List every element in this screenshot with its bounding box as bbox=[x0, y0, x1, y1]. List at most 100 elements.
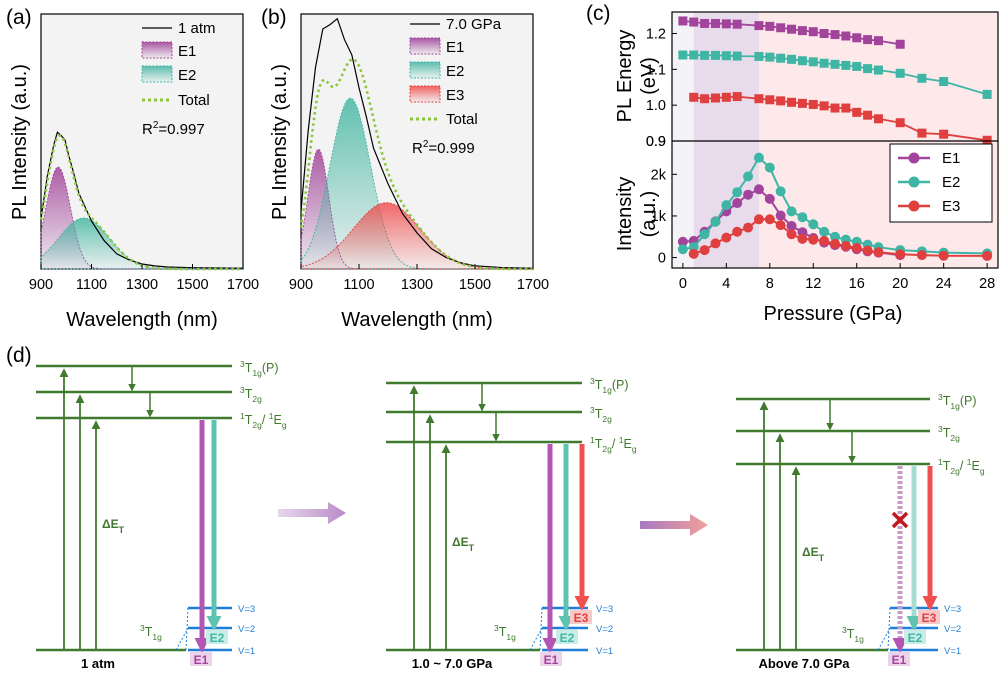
energy-point-e2 bbox=[873, 65, 883, 75]
vib-label-v2: V=2 bbox=[944, 624, 961, 635]
label-ground-3t1g: 3T1g bbox=[140, 623, 162, 642]
legend-b-e1-swatch bbox=[409, 37, 441, 55]
energy-point-e1 bbox=[895, 39, 905, 49]
label-ground-3t1g: 3T1g bbox=[494, 623, 516, 642]
label-delta-et: ΔET bbox=[102, 517, 125, 535]
legend-c-item-e2: E2 bbox=[942, 174, 960, 191]
intensity-point-e3 bbox=[786, 229, 797, 240]
energy-point-e2 bbox=[776, 53, 786, 63]
intensity-point-e1 bbox=[743, 189, 754, 200]
energy-point-e2 bbox=[863, 64, 873, 74]
energy-point-e2 bbox=[939, 77, 949, 87]
energy-point-e2 bbox=[787, 54, 797, 64]
legend-c-e2-marker bbox=[908, 176, 920, 188]
x-tick-label: 1300 bbox=[126, 277, 158, 293]
intensity-point-e1 bbox=[732, 198, 743, 209]
energy-point-e2 bbox=[982, 89, 992, 99]
y-tick-label-top: 1.2 bbox=[646, 27, 666, 43]
intensity-point-e2 bbox=[721, 200, 732, 211]
y-tick-label-top: 1.0 bbox=[646, 98, 666, 114]
y-tick-label-bottom: 1k bbox=[651, 209, 667, 225]
energy-point-e1 bbox=[852, 33, 862, 43]
energy-point-e3 bbox=[895, 118, 905, 128]
panel-c-ylabel-top-1: PL Energy bbox=[614, 30, 636, 123]
intensity-point-e2 bbox=[808, 219, 819, 230]
energy-point-e3 bbox=[797, 98, 807, 108]
energy-point-e2 bbox=[678, 50, 688, 60]
label-e1: E1 bbox=[544, 653, 559, 667]
panel-c-ylabel-bot-2: (a.u.) bbox=[638, 191, 660, 238]
intensity-point-e3 bbox=[808, 234, 819, 245]
intensity-point-e1 bbox=[677, 236, 688, 247]
x-tick-label: 1100 bbox=[343, 277, 374, 293]
x-tick-label: 12 bbox=[805, 276, 821, 292]
intensity-point-e2 bbox=[830, 231, 840, 242]
legend-c-item-e1: E1 bbox=[942, 150, 960, 167]
intensity-point-e2 bbox=[699, 229, 710, 240]
intensity-point-e2 bbox=[764, 162, 775, 173]
label-e1-box bbox=[888, 652, 910, 666]
intensity-point-e3 bbox=[916, 250, 927, 261]
energy-point-e3 bbox=[776, 96, 786, 106]
intensity-point-e3 bbox=[732, 226, 743, 237]
label-3t2g: 3T2g bbox=[938, 424, 960, 443]
vib-label-v1: V=1 bbox=[238, 646, 255, 657]
legend-b-item-7gpa: 7.0 GPa bbox=[446, 16, 502, 33]
label-ground-3t1g: 3T1g bbox=[842, 625, 864, 644]
energy-point-e2 bbox=[917, 73, 927, 83]
vib-guide bbox=[175, 607, 189, 651]
energy-point-e3 bbox=[939, 129, 949, 139]
vib-label-v2: V=2 bbox=[596, 624, 613, 635]
label-3t2g: 3T2g bbox=[240, 385, 262, 404]
energy-point-e2 bbox=[808, 57, 818, 67]
x-tick-label: 20 bbox=[892, 276, 908, 292]
energy-point-e2 bbox=[700, 50, 710, 60]
energy-point-e2 bbox=[797, 56, 807, 66]
panel-b-xlabel: Wavelength (nm) bbox=[341, 309, 493, 331]
vib-guide bbox=[529, 607, 543, 651]
panel-c-ylabel-top-2: (eV) bbox=[638, 57, 660, 95]
energy-point-e3 bbox=[917, 128, 927, 138]
intensity-point-e1 bbox=[764, 193, 775, 204]
intensity-point-e2 bbox=[743, 171, 754, 182]
legend-b-e2-swatch bbox=[409, 61, 441, 79]
panel-c-shading bbox=[672, 12, 998, 268]
energy-point-e2 bbox=[721, 51, 731, 61]
diagram-above-7gpa bbox=[736, 397, 938, 653]
panel-c-label: (c) bbox=[586, 2, 611, 25]
label-e3-box bbox=[918, 610, 940, 624]
transition-arrow-2 bbox=[640, 514, 708, 536]
label-e1: E1 bbox=[194, 653, 209, 667]
intensity-point-e3 bbox=[721, 232, 732, 243]
energy-point-e1 bbox=[797, 26, 807, 36]
x-tick-label: 4 bbox=[722, 276, 730, 292]
label-e1-box bbox=[190, 652, 212, 666]
energy-point-e3 bbox=[700, 94, 710, 104]
panel-a-xlabel: Wavelength (nm) bbox=[66, 309, 218, 331]
legend-a-item-1atm: 1 atm bbox=[178, 20, 216, 37]
vib-guide bbox=[877, 607, 891, 651]
diagram-1atm bbox=[36, 364, 232, 653]
label-1t2g-1eg: 1T2g/ 1Eg bbox=[938, 457, 985, 476]
label-3t2g: 3T2g bbox=[590, 405, 612, 424]
energy-point-e2 bbox=[765, 52, 775, 62]
legend-a-item-e2: E2 bbox=[178, 67, 196, 84]
label-e2-box bbox=[206, 630, 228, 644]
intensity-point-e3 bbox=[819, 235, 830, 246]
legend-b-e3-swatch bbox=[409, 85, 441, 103]
vib-label-v3: V=3 bbox=[596, 604, 613, 615]
legend-a-e1-swatch bbox=[141, 41, 173, 59]
intensity-point-e2 bbox=[732, 187, 743, 198]
energy-point-e1 bbox=[689, 17, 699, 27]
intensity-point-e3 bbox=[895, 249, 906, 260]
quench-cross-icon bbox=[891, 511, 909, 529]
energy-point-e2 bbox=[754, 51, 764, 61]
y-tick-label-top: 0.9 bbox=[646, 134, 666, 150]
total-fit-line bbox=[299, 57, 533, 271]
intensity-point-e3 bbox=[873, 247, 884, 258]
intensity-point-e2 bbox=[819, 226, 830, 237]
x-tick-label: 24 bbox=[936, 276, 952, 292]
x-tick-label: 1700 bbox=[227, 277, 259, 293]
energy-point-e3 bbox=[710, 93, 720, 103]
